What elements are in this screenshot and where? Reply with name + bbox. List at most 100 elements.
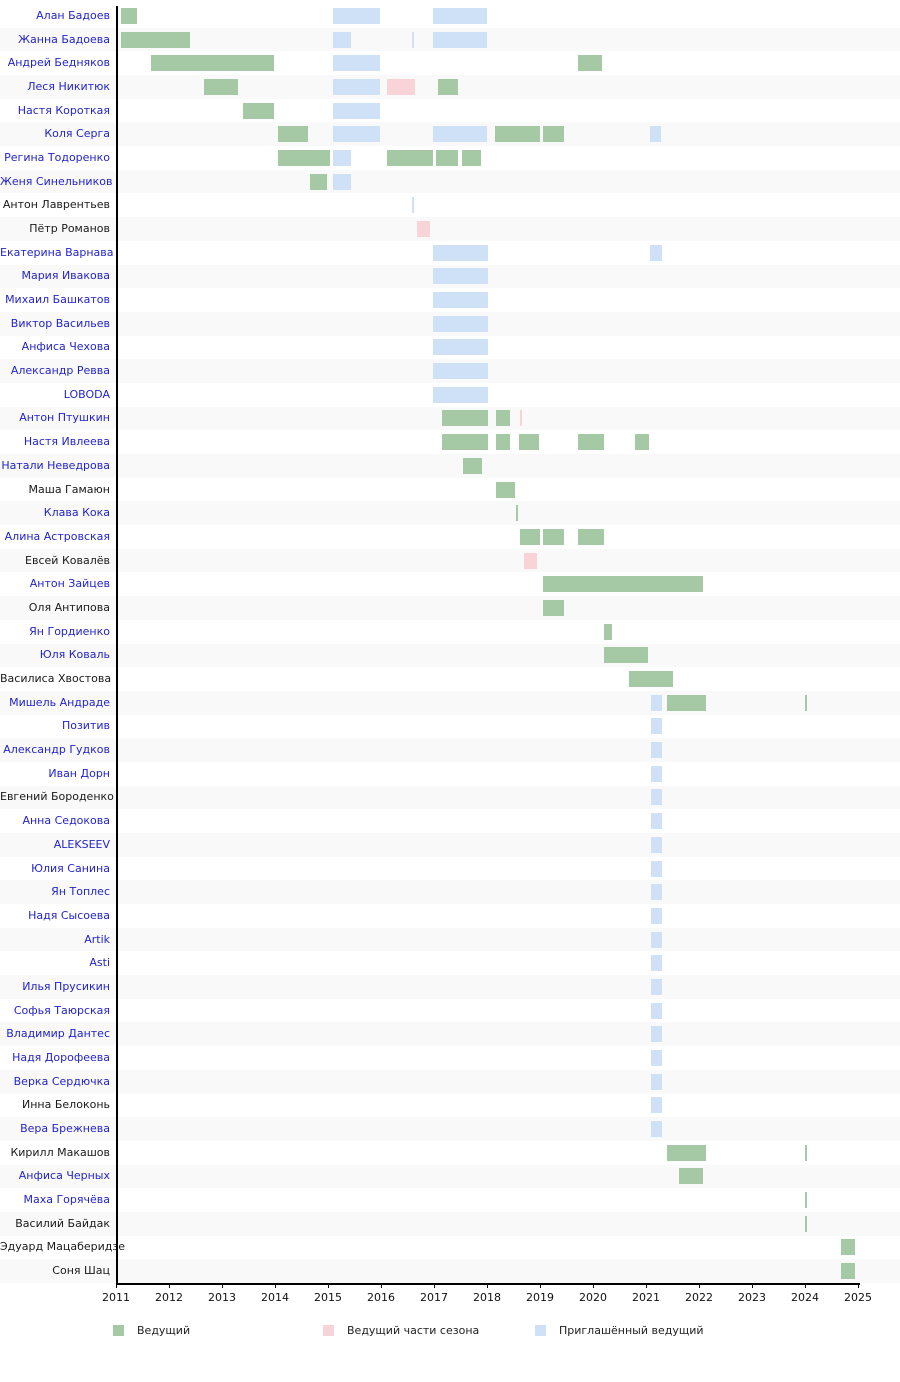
legend-label-host: Ведущий [137,1323,191,1337]
row-stripe [0,880,900,905]
gantt-bar-host [543,576,704,593]
gantt-bar-host [578,528,605,545]
row-stripe [0,548,900,573]
row-label-3[interactable]: Андрей Бедняков [7,56,110,70]
row-label-4[interactable]: Леся Никитюк [27,79,110,93]
gantt-bar-guest [650,126,661,143]
x-axis-year-label: 2014 [261,1291,289,1304]
x-axis-tick [169,1283,170,1288]
row-stripe [0,1211,900,1236]
gantt-bar-host [578,434,605,451]
gantt-bar-host [436,149,458,166]
row-label-19[interactable]: Настя Ивлеева [23,435,110,449]
x-axis-tick [328,1283,329,1288]
gantt-bar-host [243,102,274,119]
row-label-15[interactable]: Анфиса Чехова [21,340,110,354]
gantt-bar-guest [650,789,662,806]
row-label-23[interactable]: Алина Астровская [4,529,110,543]
gantt-bar-host [578,55,602,72]
row-label-6[interactable]: Коля Серга [44,127,110,141]
row-label-12[interactable]: Мария Ивакова [21,269,110,283]
gantt-bar-host [120,31,191,48]
x-axis-year-label: 2025 [844,1291,872,1304]
row-label-42[interactable]: Илья Прусикин [22,979,110,993]
row-label-27[interactable]: Ян Гордиенко [29,624,110,638]
row-label-17[interactable]: LOBODA [63,387,110,401]
row-stripe [0,596,900,620]
row-label-28[interactable]: Юля Коваль [39,648,110,662]
gantt-bar-guest [650,1097,662,1114]
row-label-20[interactable]: Натали Неведрова [1,458,110,472]
row-label-50[interactable]: Анфиса Черных [18,1169,110,1183]
row-stripe [0,501,900,526]
row-label-46[interactable]: Верка Сердючка [13,1074,110,1088]
gantt-bar-host [516,505,519,522]
gantt-bar-host [604,647,649,664]
row-label-13[interactable]: Михаил Башкатов [5,293,110,307]
row-label-38[interactable]: Ян Топлес [51,885,110,899]
gantt-bar-guest [332,31,351,48]
gantt-bar-host [441,410,489,427]
gantt-bar-guest [650,765,662,782]
legend-item-guest: Приглашённый ведущий [535,1323,704,1337]
gantt-bar-guest [332,7,380,24]
row-label-41[interactable]: Asti [89,956,110,970]
gantt-bar-host [634,434,650,451]
row-label-36[interactable]: ALEKSEEV [53,837,110,851]
row-label-43[interactable]: Софья Таюрская [13,1003,110,1017]
row-label-35[interactable]: Анна Седокова [22,814,110,828]
gantt-bar-guest [650,955,662,972]
row-label-44[interactable]: Владимир Дантес [6,1027,110,1041]
x-axis-year-label: 2011 [102,1291,130,1304]
gantt-bar-host [518,434,539,451]
row-label-39[interactable]: Надя Сысоева [28,908,110,922]
gantt-bar-host [203,78,238,95]
gantt-bar-guest [432,386,489,403]
row-label-16[interactable]: Александр Ревва [10,364,110,378]
row-label-1[interactable]: Алан Бадоев [36,8,110,22]
row-label-37[interactable]: Юлия Санина [31,861,110,875]
legend-label-guest: Приглашённый ведущий [559,1323,704,1337]
row-stripe [0,1117,900,1141]
row-label-25[interactable]: Антон Зайцев [29,577,110,591]
row-label-47: Инна Белоконь [22,1098,110,1112]
row-label-21: Маша Гамаюн [28,482,110,496]
row-label-18[interactable]: Антон Птушкин [19,411,110,425]
row-label-30[interactable]: Мишель Андраде [9,695,110,709]
gantt-bar-guest [332,55,380,72]
row-label-51[interactable]: Маха Горячёва [23,1193,110,1207]
row-label-32[interactable]: Александр Гудков [3,743,110,757]
row-label-8[interactable]: Женя Синельников [0,174,113,188]
gantt-bar-guest [332,173,351,190]
row-label-14[interactable]: Виктор Васильев [10,316,110,330]
x-axis-tick [540,1283,541,1288]
row-stripe [0,454,900,478]
row-label-11[interactable]: Екатерина Варнава [0,245,114,259]
gantt-bar-host [441,434,489,451]
gantt-bar-guest [650,1002,662,1019]
x-axis-year-label: 2018 [473,1291,501,1304]
x-axis-tick [275,1283,276,1288]
row-label-33[interactable]: Иван Дорн [48,766,110,780]
row-stripe [0,690,900,715]
row-label-45[interactable]: Надя Дорофеева [12,1050,110,1064]
x-axis-year-label: 2023 [738,1291,766,1304]
gantt-bar-guest [650,884,662,901]
gantt-bar-host [678,1168,704,1185]
x-axis-year-label: 2017 [420,1291,448,1304]
row-label-48[interactable]: Вера Брежнева [20,1122,110,1136]
gantt-bar-guest [650,1073,662,1090]
gantt-bar-guest [650,836,662,853]
row-stripe [0,217,900,241]
row-label-31[interactable]: Позитив [61,719,110,733]
row-label-40[interactable]: Artik [84,932,110,946]
row-label-2[interactable]: Жанна Бадоева [18,32,110,46]
row-label-22[interactable]: Клава Кока [43,506,110,520]
row-label-5[interactable]: Настя Короткая [17,103,110,117]
gantt-bar-guest [650,978,662,995]
gantt-bar-guest [650,907,662,924]
gantt-bar-guest [432,268,489,285]
gantt-bar-guest [650,1049,662,1066]
row-label-7[interactable]: Регина Тодоренко [4,150,110,164]
